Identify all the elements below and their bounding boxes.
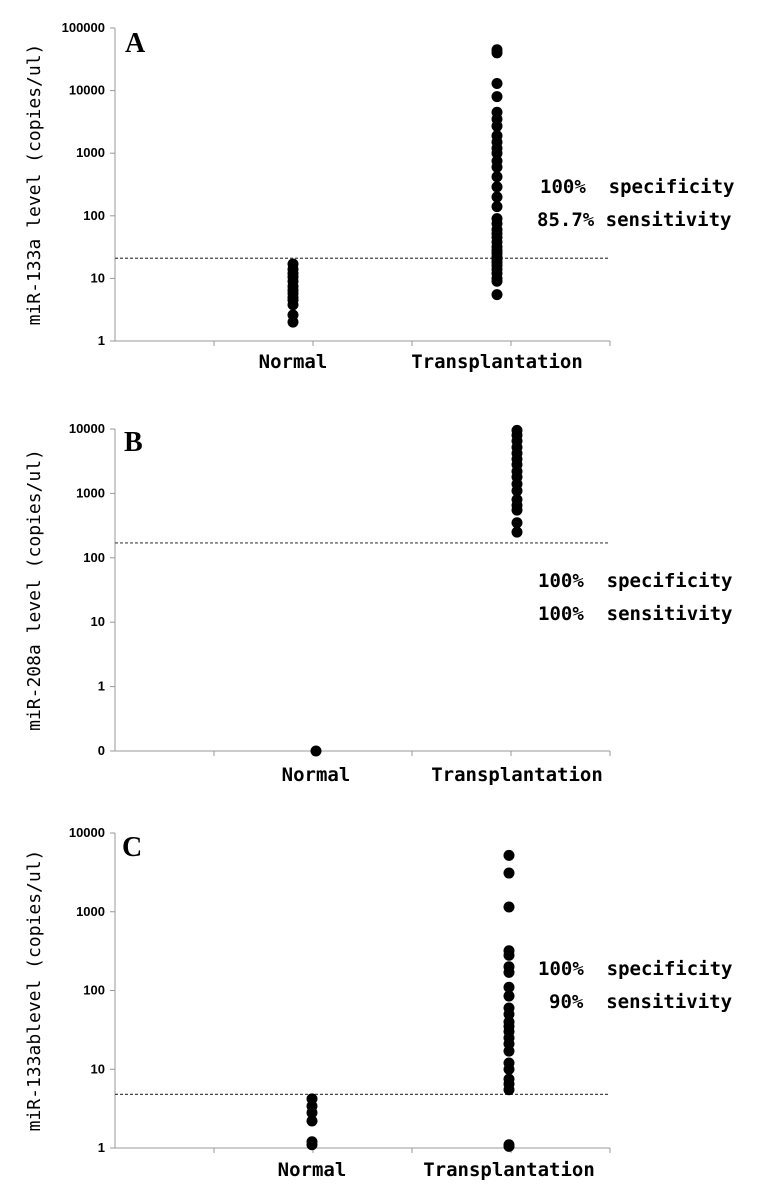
data-point bbox=[503, 945, 515, 957]
data-point bbox=[306, 1136, 318, 1148]
annotation: 100% specificity bbox=[538, 570, 732, 592]
data-point bbox=[491, 201, 503, 213]
data-point bbox=[491, 191, 503, 203]
data-point bbox=[306, 1093, 318, 1105]
y-tick-label: 10 bbox=[91, 614, 105, 629]
data-point bbox=[511, 494, 523, 506]
data-point bbox=[491, 213, 503, 225]
y-tick-label: 1 bbox=[98, 1140, 105, 1155]
data-point bbox=[306, 1115, 318, 1127]
data-point bbox=[503, 990, 515, 1002]
data-point bbox=[503, 867, 515, 879]
data-point bbox=[491, 77, 503, 89]
annotation: 100% specificity bbox=[538, 958, 732, 980]
y-tick-label: 100000 bbox=[62, 20, 105, 35]
data-point bbox=[503, 1139, 515, 1151]
annotation: 85.7% sensitivity bbox=[537, 209, 731, 231]
data-point bbox=[310, 745, 322, 757]
data-point bbox=[503, 1002, 515, 1014]
y-tick-label: 10000 bbox=[69, 421, 105, 436]
category-label: Normal bbox=[259, 351, 328, 373]
y-axis-label: miR-208a level (copies/ul) bbox=[24, 449, 45, 731]
category-label: Normal bbox=[282, 764, 351, 786]
data-point bbox=[491, 106, 503, 118]
annotation: 100% sensitivity bbox=[538, 603, 732, 625]
y-tick-label: 1000 bbox=[76, 145, 105, 160]
y-tick-label: 0 bbox=[98, 743, 105, 758]
data-point bbox=[287, 258, 299, 270]
data-point bbox=[503, 981, 515, 993]
y-tick-label: 100 bbox=[83, 983, 105, 998]
data-point bbox=[503, 849, 515, 861]
data-point bbox=[503, 1073, 515, 1085]
data-point bbox=[287, 309, 299, 321]
y-tick-label: 1 bbox=[98, 679, 105, 694]
y-tick-label: 100 bbox=[83, 208, 105, 223]
y-tick-label: 1000 bbox=[76, 904, 105, 919]
data-point bbox=[491, 289, 503, 301]
data-point bbox=[503, 1057, 515, 1069]
category-label: Normal bbox=[278, 1159, 347, 1181]
panel-c: 1 10 100 1000 10000 Normal Transplantation CmiR… bbox=[24, 825, 732, 1181]
panel-b: 0 1 10 100 1000 10000 Normal Transplantation Bmi… bbox=[24, 421, 732, 786]
data-point bbox=[503, 901, 515, 913]
data-point bbox=[491, 91, 503, 103]
data-point bbox=[503, 961, 515, 973]
panel-letter: C bbox=[122, 832, 142, 863]
panel-letter: A bbox=[125, 28, 146, 59]
y-tick-label: 10 bbox=[91, 1061, 105, 1076]
y-tick-label: 10000 bbox=[69, 825, 105, 840]
panel-a: 1 10 100 1000 10000 100000 Normal Transplantati… bbox=[24, 20, 734, 373]
panel-letter: B bbox=[124, 427, 143, 458]
data-point bbox=[503, 1016, 515, 1028]
category-label: Transplantation bbox=[411, 351, 583, 373]
data-point bbox=[491, 130, 503, 142]
data-point bbox=[511, 526, 523, 538]
category-label: Transplantation bbox=[423, 1159, 595, 1181]
data-point bbox=[491, 181, 503, 193]
data-point bbox=[491, 171, 503, 183]
y-tick-label: 1 bbox=[98, 333, 105, 348]
annotation: 100% specificity bbox=[540, 176, 734, 198]
y-tick-label: 10000 bbox=[69, 83, 105, 98]
y-tick-label: 1000 bbox=[76, 485, 105, 500]
y-axis-label: miR-133ablevel (copies/ul) bbox=[24, 850, 45, 1132]
data-point bbox=[511, 424, 523, 436]
y-tick-label: 10 bbox=[91, 270, 105, 285]
category-label: Transplantation bbox=[431, 764, 603, 786]
y-tick-label: 100 bbox=[83, 550, 105, 565]
data-point bbox=[511, 517, 523, 529]
annotation: 90% sensitivity bbox=[549, 991, 732, 1013]
y-axis-label: miR-133a level (copies/ul) bbox=[24, 44, 45, 326]
data-point bbox=[491, 155, 503, 167]
data-point bbox=[491, 44, 503, 56]
